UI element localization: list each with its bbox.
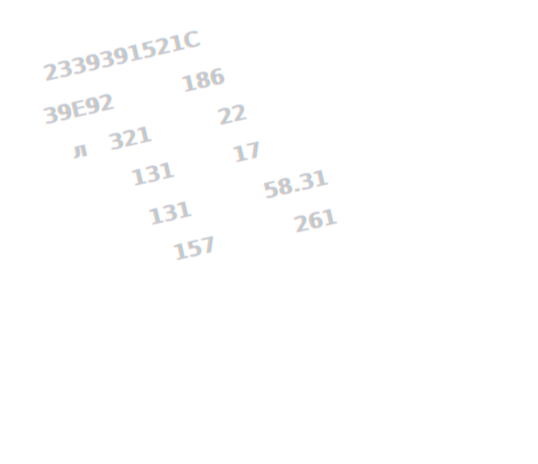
row4-right-value: 58.31 [262, 165, 331, 204]
row3-left-value: 131 [129, 157, 178, 191]
row1-right-value: 186 [180, 64, 228, 98]
row2-marker: л [70, 136, 90, 164]
row1-left-value: 39E92 [41, 89, 117, 130]
row3-right-value: 17 [231, 137, 265, 168]
rotated-number-table: 2339391521Ⅽ 39E92 186 л 321 22 131 17 13… [30, 0, 385, 328]
header-number: 2339391521Ⅽ [41, 26, 203, 86]
row5-left-value: 157 [171, 232, 220, 266]
row2-left-value: 321 [107, 121, 155, 155]
row5-right-value: 261 [292, 204, 340, 238]
row4-left-value: 131 [147, 196, 195, 230]
row2-right-value: 22 [216, 99, 250, 130]
